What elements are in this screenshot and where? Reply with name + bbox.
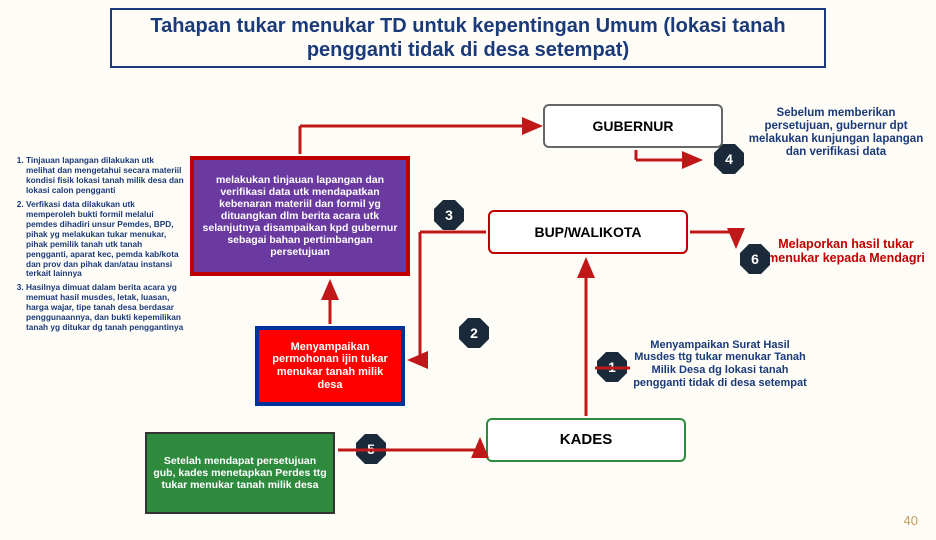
info-report: Melaporkan hasil tukar menukar kepada Me…	[764, 216, 928, 286]
title-box: Tahapan tukar menukar TD untuk kepenting…	[110, 8, 826, 68]
page-title: Tahapan tukar menukar TD untuk kepenting…	[122, 14, 814, 62]
step-1: 1	[597, 352, 627, 382]
info-before: Sebelum memberikan persetujuan, gubernur…	[744, 88, 928, 178]
node-perdes: Setelah mendapat persetujuan gub, kades …	[145, 432, 335, 514]
note-2: Verfikasi data dilakukan utk memperoleh …	[26, 200, 184, 280]
node-verify: melakukan tinjauan lapangan dan verifika…	[190, 156, 410, 276]
side-notes: Tinjauan lapangan dilakukan utk melihat …	[12, 156, 184, 337]
step-5: 5	[356, 434, 386, 464]
node-gubernur: GUBERNUR	[543, 104, 723, 148]
node-permohonan: Menyampaikan permohonan ijin tukar menuk…	[255, 326, 405, 406]
step-2: 2	[459, 318, 489, 348]
node-kades: KADES	[486, 418, 686, 462]
note-3: Hasilnya dimuat dalam berita acara yg me…	[26, 283, 184, 333]
step-4: 4	[714, 144, 744, 174]
node-bup: BUP/WALIKOTA	[488, 210, 688, 254]
step-3: 3	[434, 200, 464, 230]
note-1: Tinjauan lapangan dilakukan utk melihat …	[26, 156, 184, 196]
step-6: 6	[740, 244, 770, 274]
page-number: 40	[904, 513, 918, 528]
info-surat: Menyampaikan Surat Hasil Musdes ttg tuka…	[630, 314, 810, 414]
